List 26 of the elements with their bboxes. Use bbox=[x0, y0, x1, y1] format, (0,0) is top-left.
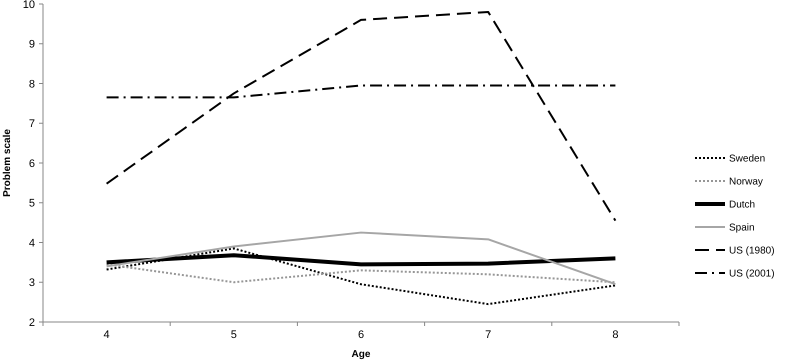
x-tick-label: 5 bbox=[230, 329, 237, 341]
y-tick-label: 2 bbox=[28, 316, 35, 329]
x-tick-label: 7 bbox=[485, 329, 492, 341]
y-tick-label: 3 bbox=[28, 277, 35, 290]
y-tick-label: 10 bbox=[22, 0, 35, 11]
x-tick-label: 8 bbox=[612, 329, 618, 341]
y-tick-label: 8 bbox=[28, 78, 35, 90]
legend-label: Spain bbox=[729, 222, 755, 234]
legend-label: Dutch bbox=[729, 200, 756, 210]
line-series bbox=[106, 263, 616, 284]
y-tick-label: 4 bbox=[28, 237, 35, 250]
y-tick-label: 5 bbox=[28, 198, 35, 210]
line-series bbox=[106, 10, 616, 222]
y-tick-label: 9 bbox=[28, 38, 35, 51]
legend-label: Norway bbox=[729, 176, 763, 188]
line-series bbox=[106, 232, 616, 286]
legend-label: US (1980) bbox=[729, 246, 775, 256]
legend-label: Sweden bbox=[729, 154, 766, 164]
legend-label: US (2001) bbox=[729, 268, 775, 280]
y-tick-label: 7 bbox=[28, 118, 35, 130]
x-tick-label: 4 bbox=[104, 329, 110, 341]
line-series bbox=[106, 247, 616, 306]
x-axis-title: Age bbox=[352, 349, 371, 360]
y-tick-label: 6 bbox=[28, 158, 35, 170]
y-axis-title: Problem scale bbox=[2, 128, 13, 197]
x-tick-label: 6 bbox=[358, 329, 364, 341]
